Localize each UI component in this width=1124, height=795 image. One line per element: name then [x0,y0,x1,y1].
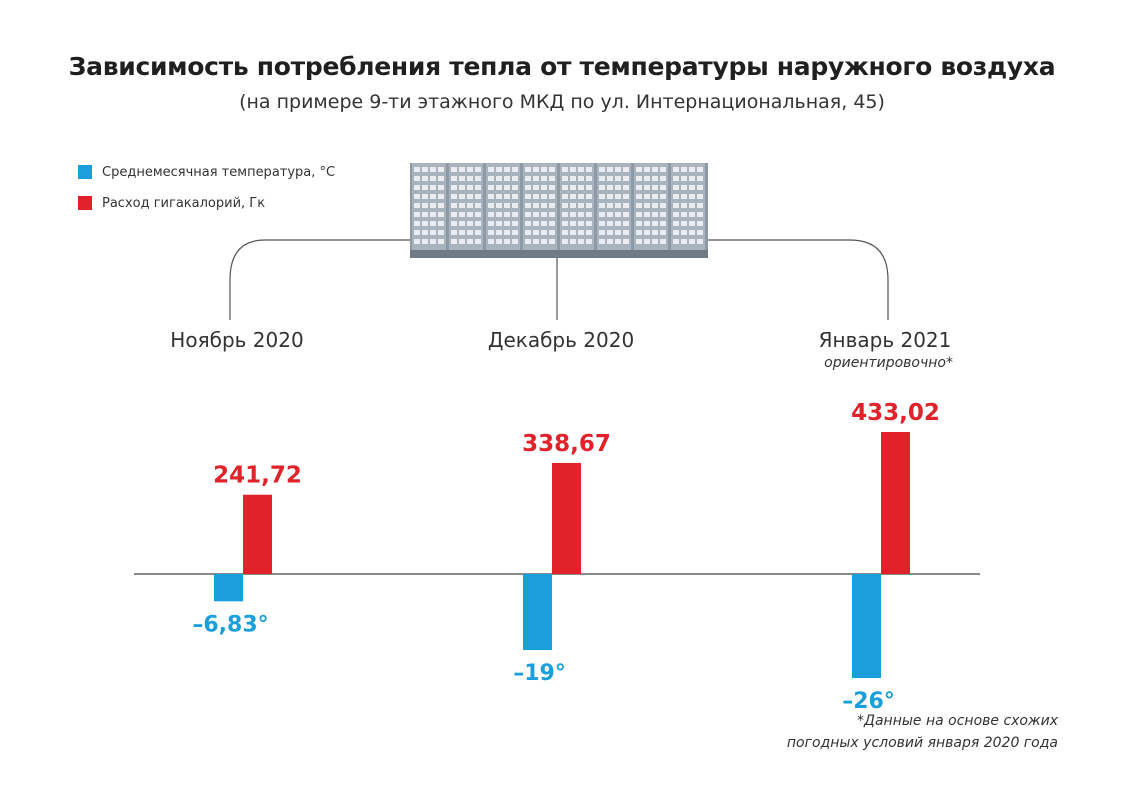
legend-swatch-gigacalories [78,196,92,210]
footnote-line-2: погодных условий января 2020 года [786,735,1058,751]
month-note-january: ориентировочно* [824,355,953,371]
legend-label-gigacalories: Расход гигакалорий, Гк [102,195,266,211]
label-gigacalories-january: 433,02 [851,400,940,426]
label-temperature-november: –6,83° [192,612,268,637]
bar-temperature-december [523,574,552,650]
label-gigacalories-november: 241,72 [213,463,302,489]
bars-group: –6,83° 241,72 –19° 338,67 –26° 433,02 [192,400,940,714]
connector-line-right [708,239,889,320]
bar-gigacalories-january [881,432,910,574]
footnote: *Данные на основе схожих погодных услови… [787,710,1058,754]
bar-gigacalories-november [243,494,272,574]
chart-title: Зависимость потребления тепла от темпера… [68,52,1056,81]
footnote-line-1: *Данные на основе схожих [857,713,1058,729]
bar-gigacalories-december [552,462,581,574]
month-label-december: Декабрь 2020 [487,328,635,352]
legend-item-gigacalories: Расход гигакалорий, Гк [78,194,335,212]
month-label-january: Январь 2021 [818,328,952,352]
bar-temperature-november [214,574,243,602]
label-temperature-january: –26° [842,689,895,714]
connector-line-left [229,239,410,320]
label-gigacalories-december: 338,67 [522,431,611,457]
chart-subtitle: (на примере 9-ти этажного МКД по ул. Инт… [239,91,885,113]
bar-temperature-january [852,574,881,678]
building-illustration [410,163,708,258]
month-label-november: Ноябрь 2020 [170,328,304,352]
label-temperature-december: –19° [513,661,566,686]
legend: Среднемесячная температура, °С Расход ги… [78,163,335,225]
legend-swatch-temperature [78,165,92,179]
legend-label-temperature: Среднемесячная температура, °С [102,164,336,180]
legend-item-temperature: Среднемесячная температура, °С [78,163,335,181]
